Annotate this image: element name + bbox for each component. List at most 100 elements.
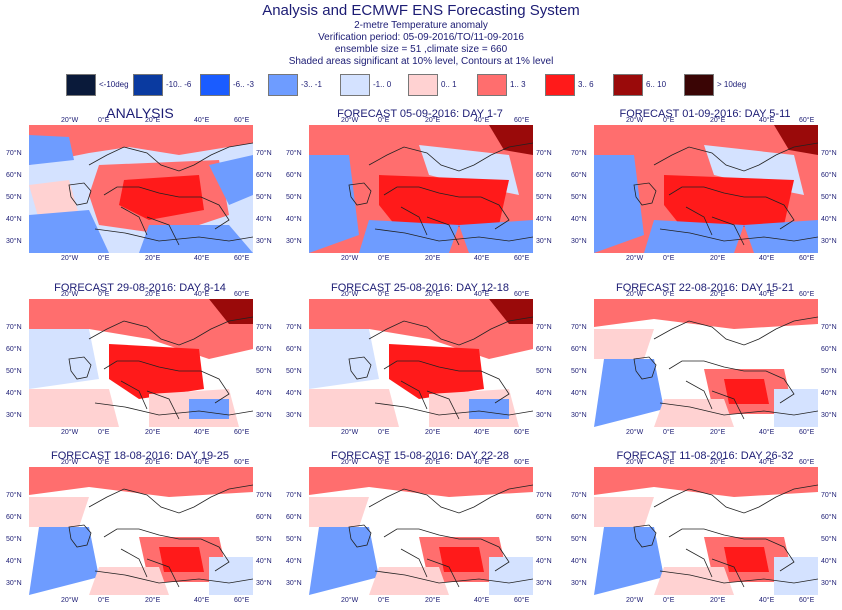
anomaly-region xyxy=(309,527,379,595)
map-shading xyxy=(309,299,533,427)
anomaly-region xyxy=(369,567,449,595)
lon-tick-label: 20°W xyxy=(626,429,644,436)
lat-tick-label: 70°N xyxy=(6,492,22,499)
anomaly-region xyxy=(309,389,399,427)
lon-tick-label: 20°W xyxy=(341,255,359,262)
lat-tick-label: 30°N xyxy=(286,580,302,587)
anomaly-region xyxy=(309,467,533,497)
anomaly-map xyxy=(29,299,253,427)
lat-tick-label: 50°N xyxy=(286,368,302,375)
lat-tick-label: 70°N xyxy=(6,150,22,157)
lat-tick-label: 60°N xyxy=(256,346,272,353)
lat-tick-label: 70°N xyxy=(256,492,272,499)
lat-tick-label: 50°N xyxy=(256,368,272,375)
lon-tick-label: 40°E xyxy=(474,429,490,436)
anomaly-map xyxy=(594,467,818,595)
lon-tick-label: 60°E xyxy=(234,597,250,604)
legend-swatch xyxy=(408,74,438,96)
lon-tick-label: 60°E xyxy=(799,459,815,466)
anomaly-region xyxy=(594,329,654,359)
lat-tick-label: 70°N xyxy=(536,324,552,331)
lat-tick-label: 30°N xyxy=(821,412,837,419)
lon-tick-label: 20°E xyxy=(710,429,726,436)
lon-tick-label: 20°E xyxy=(710,117,726,124)
map-shading xyxy=(29,125,253,253)
legend-label: 0.. 1 xyxy=(441,80,457,89)
lon-tick-label: 40°E xyxy=(759,429,775,436)
anomaly-region xyxy=(594,155,644,253)
lon-tick-label: 20°W xyxy=(61,117,79,124)
panel-title: FORECAST 18-08-2016: DAY 19-25 xyxy=(51,450,229,462)
lon-tick-label: 20°W xyxy=(61,597,79,604)
lat-tick-label: 70°N xyxy=(571,150,587,157)
anomaly-region xyxy=(209,557,253,595)
lat-tick-label: 30°N xyxy=(6,580,22,587)
map-panel: FORECAST 11-08-2016: DAY 26-32 20°W 20°W 0°… xyxy=(565,450,842,610)
lat-tick-label: 40°N xyxy=(6,390,22,397)
anomaly-region xyxy=(774,557,818,595)
lat-tick-label: 40°N xyxy=(571,216,587,223)
lon-tick-label: 20°E xyxy=(145,255,161,262)
significance-note: Shaded areas significant at 10% level, C… xyxy=(288,56,554,67)
legend-label: <-10deg xyxy=(99,80,129,89)
anomaly-region xyxy=(29,329,99,389)
ensemble-info: ensemble size = 51 ,climate size = 660 xyxy=(334,44,508,55)
map-shading xyxy=(309,467,533,595)
lon-tick-label: 40°E xyxy=(194,459,210,466)
panel-title: FORECAST 11-08-2016: DAY 26-32 xyxy=(616,450,794,462)
lon-tick-label: 20°E xyxy=(425,597,441,604)
lat-tick-label: 40°N xyxy=(536,558,552,565)
anomaly-region xyxy=(29,210,109,253)
lat-tick-label: 40°N xyxy=(536,216,552,223)
lon-tick-label: 20°W xyxy=(61,429,79,436)
lon-tick-label: 60°E xyxy=(514,291,530,298)
lon-tick-label: 0°E xyxy=(663,429,675,436)
lon-tick-label: 60°E xyxy=(514,459,530,466)
lon-tick-label: 20°W xyxy=(626,597,644,604)
map-panel: FORECAST 05-09-2016: DAY 1-7 20°W 20°W 0°E 0… xyxy=(280,108,580,268)
anomaly-region xyxy=(744,220,818,253)
lon-tick-label: 40°E xyxy=(474,597,490,604)
lon-tick-label: 0°E xyxy=(98,459,110,466)
lat-tick-label: 30°N xyxy=(571,580,587,587)
anomaly-region xyxy=(594,359,664,427)
anomaly-region xyxy=(109,344,204,399)
lon-tick-label: 0°E xyxy=(98,597,110,604)
anomaly-region xyxy=(209,299,253,324)
lon-tick-label: 20°W xyxy=(341,459,359,466)
lon-tick-label: 20°W xyxy=(341,291,359,298)
coastline xyxy=(633,316,818,420)
page-title: Analysis and ECMWF ENS Forecasting Syste… xyxy=(262,2,580,19)
lat-tick-label: 40°N xyxy=(536,390,552,397)
lon-tick-label: 20°W xyxy=(61,291,79,298)
anomaly-region xyxy=(469,399,509,419)
legend-swatch xyxy=(613,74,643,96)
legend-swatch xyxy=(268,74,298,96)
anomaly-region xyxy=(774,125,818,155)
lat-tick-label: 70°N xyxy=(256,150,272,157)
anomaly-region xyxy=(29,497,89,527)
lon-tick-label: 0°E xyxy=(663,459,675,466)
lat-tick-label: 50°N xyxy=(286,536,302,543)
lon-tick-label: 40°E xyxy=(194,597,210,604)
lat-tick-label: 60°N xyxy=(821,172,837,179)
lat-tick-label: 70°N xyxy=(821,324,837,331)
coastline xyxy=(348,484,533,588)
coastline xyxy=(68,484,253,588)
lat-tick-label: 70°N xyxy=(536,492,552,499)
lon-tick-label: 60°E xyxy=(514,255,530,262)
lon-tick-label: 0°E xyxy=(663,291,675,298)
lon-tick-label: 60°E xyxy=(234,459,250,466)
lon-tick-label: 0°E xyxy=(98,291,110,298)
anomaly-region xyxy=(654,567,734,595)
map-shading xyxy=(29,299,253,427)
legend-swatch xyxy=(684,74,714,96)
lon-tick-label: 40°E xyxy=(759,459,775,466)
map-panel: FORECAST 18-08-2016: DAY 19-25 20°W 20°W 0°… xyxy=(0,450,300,610)
lon-tick-label: 60°E xyxy=(799,291,815,298)
lon-tick-label: 20°W xyxy=(626,291,644,298)
anomaly-map xyxy=(29,467,253,595)
anomaly-region xyxy=(594,299,818,329)
lat-tick-label: 60°N xyxy=(821,346,837,353)
legend-swatch xyxy=(133,74,163,96)
